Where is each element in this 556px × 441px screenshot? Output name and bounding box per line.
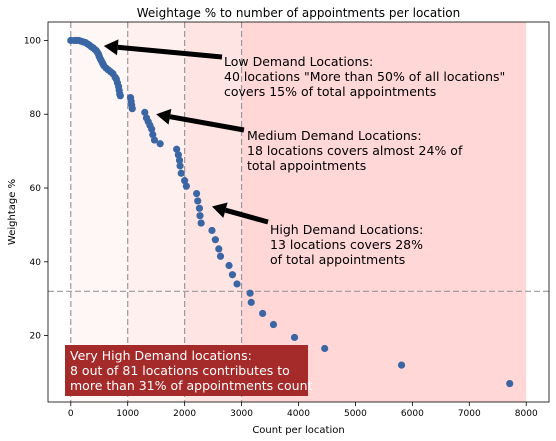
data-point	[228, 271, 237, 279]
annotation-line: total appointments	[247, 158, 366, 173]
y-tick-label: 100	[24, 36, 41, 46]
data-point	[177, 169, 185, 177]
data-point	[208, 226, 216, 235]
data-point	[321, 344, 329, 353]
annotation-arrow	[117, 44, 223, 60]
x-tick-label: 8000	[515, 409, 538, 419]
x-tick-label: 6000	[401, 409, 424, 419]
annotation-line: Medium Demand Locations:	[247, 128, 422, 143]
data-point	[174, 151, 182, 159]
x-tick-label: 5000	[344, 409, 367, 419]
y-axis: 20 40 60 80 100	[24, 36, 48, 342]
annotation-line: 40 locations "More than 50% of all locat…	[224, 69, 505, 84]
annotation-line: 8 out of 81 locations contributes to	[70, 363, 290, 378]
data-point	[181, 177, 189, 185]
data-point	[233, 280, 241, 288]
annotation-box	[65, 345, 308, 396]
data-point	[195, 204, 204, 212]
data-point	[148, 125, 156, 133]
y-axis-label: Weightage %	[7, 179, 18, 245]
reference-lines	[48, 22, 549, 402]
data-point	[175, 156, 184, 164]
x-tick-label: 2000	[173, 409, 196, 419]
x-axis: 0 1000 2000 3000 4000 5000 6000 7000 8000	[68, 402, 538, 419]
y-tick-label: 20	[30, 332, 42, 342]
data-point	[194, 197, 202, 205]
annotation-arrowhead	[156, 108, 172, 125]
data-point	[192, 189, 201, 198]
data-point	[141, 108, 149, 116]
x-tick-label: 3000	[230, 409, 253, 419]
x-tick-label: 1000	[116, 409, 139, 419]
annotation-line: Low Demand Locations:	[224, 54, 373, 69]
data-point	[150, 136, 159, 144]
x-tick-label: 7000	[458, 409, 481, 419]
annotation-arrowhead	[211, 202, 228, 218]
annotation-arrow	[224, 207, 269, 225]
x-tick-label: 4000	[287, 409, 310, 419]
y-tick-label: 80	[30, 110, 42, 120]
annotation-line: more than 31% of appointments count	[70, 378, 313, 393]
region-very-high	[241, 22, 527, 402]
data-point	[173, 145, 181, 153]
data-point	[196, 212, 204, 220]
data-point	[182, 182, 190, 190]
data-point	[211, 236, 219, 244]
demand-regions	[70, 22, 527, 402]
annotation-line: Very High Demand locations:	[70, 348, 252, 363]
data-point	[149, 130, 157, 139]
annotation-line: 13 locations covers 28%	[270, 237, 423, 252]
annotation-arrowhead	[103, 39, 119, 56]
annotation-line: of total appointments	[270, 252, 405, 267]
x-tick-label: 0	[68, 409, 74, 419]
data-point	[215, 245, 223, 253]
data-point	[247, 298, 255, 306]
annotation-line: 18 locations covers almost 24% of	[247, 143, 463, 158]
y-tick-label: 60	[30, 184, 42, 194]
data-point	[197, 219, 205, 227]
data-point	[246, 289, 254, 297]
data-point	[116, 92, 124, 100]
annotation-line: covers 15% of total appointments	[224, 84, 436, 99]
annotation-arrow	[169, 114, 245, 133]
data-point	[156, 140, 164, 148]
annotations: Low Demand Locations:40 locations "More …	[65, 39, 505, 396]
x-axis-label: Count per location	[252, 425, 344, 436]
data-point	[225, 261, 233, 270]
data-point	[290, 333, 299, 342]
data-point	[269, 320, 278, 329]
annotation-line: High Demand Locations:	[270, 222, 423, 237]
region-medium	[127, 22, 185, 402]
data-point	[259, 309, 267, 318]
data-point	[216, 252, 225, 260]
data-point	[397, 361, 406, 369]
scatter-points	[67, 36, 514, 388]
data-point	[506, 379, 514, 388]
data-point	[176, 162, 184, 170]
y-tick-label: 40	[30, 258, 42, 268]
data-point	[128, 105, 136, 113]
chart-title: Weightage % to number of appointments pe…	[137, 6, 460, 20]
